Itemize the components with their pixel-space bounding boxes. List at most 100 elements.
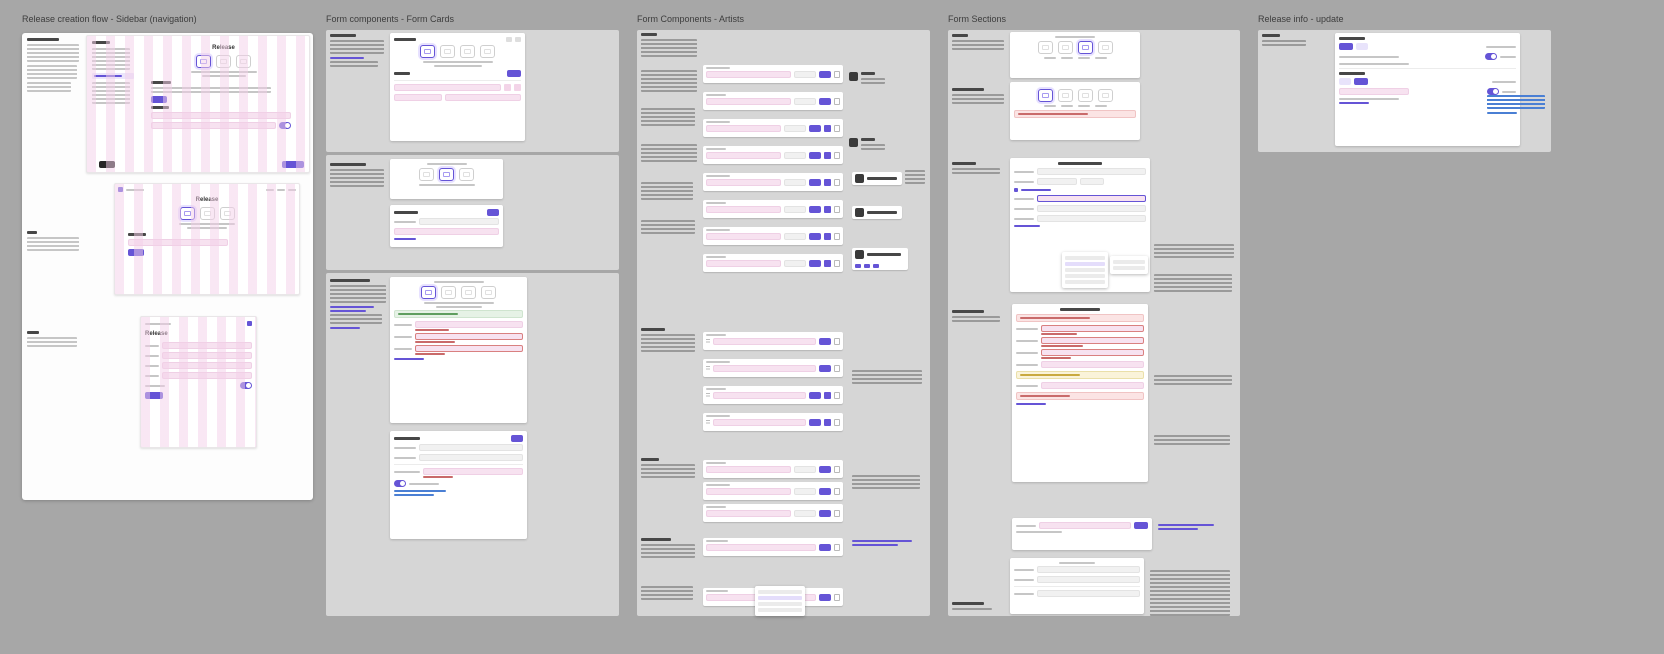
artist-name-field[interactable]	[706, 71, 791, 78]
section-title[interactable]: Form Components - Artists	[637, 14, 745, 24]
desktop-release-mockup[interactable]: Release	[86, 35, 310, 173]
input-field[interactable]	[151, 122, 276, 129]
release-info-update-card[interactable]	[1335, 33, 1520, 146]
save-button[interactable]	[145, 392, 163, 399]
role-field[interactable]	[784, 179, 806, 186]
annotation-link[interactable]	[1158, 524, 1214, 526]
inline-form-card[interactable]	[1012, 518, 1152, 550]
trash-icon[interactable]	[834, 365, 840, 372]
artist-row[interactable]	[703, 65, 843, 83]
trash-icon[interactable]	[834, 71, 840, 78]
release-info-update-group[interactable]	[1258, 30, 1551, 152]
format-option-icon[interactable]	[1077, 41, 1093, 54]
input-field-focused[interactable]	[1037, 195, 1146, 202]
confirm-button[interactable]	[824, 233, 831, 240]
nav-link[interactable]	[277, 188, 285, 191]
confirm-button[interactable]	[824, 152, 831, 159]
add-button[interactable]	[819, 365, 831, 372]
release-info-card[interactable]	[1010, 158, 1150, 292]
release-type-icon[interactable]	[216, 55, 231, 68]
release-type-icon[interactable]	[419, 168, 434, 181]
artist-name-field[interactable]	[713, 419, 806, 426]
link-text[interactable]	[394, 238, 416, 240]
release-type-icon[interactable]	[196, 55, 211, 68]
add-button[interactable]	[819, 98, 831, 105]
artist-name-field[interactable]	[706, 179, 781, 186]
card-action-chip[interactable]	[506, 37, 512, 42]
input-field-error[interactable]	[1041, 337, 1144, 344]
add-button[interactable]	[819, 488, 831, 495]
trash-icon[interactable]	[834, 98, 840, 105]
input-field[interactable]	[1080, 178, 1104, 185]
annotation-link[interactable]	[852, 540, 912, 542]
input-field[interactable]	[1037, 590, 1140, 597]
trash-icon[interactable]	[834, 233, 840, 240]
role-field[interactable]	[784, 260, 806, 267]
menu-icon[interactable]	[247, 321, 252, 326]
artist-name-field[interactable]	[706, 98, 791, 105]
primary-button[interactable]	[1339, 43, 1353, 50]
role-field[interactable]	[784, 233, 806, 240]
input-field[interactable]	[1037, 178, 1077, 185]
card-action-chip[interactable]	[515, 37, 521, 42]
role-field[interactable]	[794, 510, 816, 517]
add-button[interactable]	[1134, 522, 1148, 529]
dropdown-item[interactable]	[1065, 268, 1105, 272]
format-option-icon[interactable]	[1097, 41, 1113, 54]
input-field[interactable]	[1037, 566, 1140, 573]
artist-chip[interactable]	[852, 206, 902, 219]
dropdown-item[interactable]	[758, 590, 802, 594]
section-title[interactable]: Form components - Form Cards	[326, 14, 455, 24]
input-field[interactable]	[128, 239, 228, 246]
add-button[interactable]	[809, 419, 821, 426]
release-type-icon[interactable]	[441, 286, 456, 299]
input-field[interactable]	[419, 218, 499, 225]
artist-row[interactable]	[703, 460, 843, 478]
artist-row-draggable[interactable]	[703, 386, 843, 404]
toggle[interactable]	[1487, 88, 1499, 95]
format-option-icon[interactable]	[1037, 89, 1053, 102]
chip[interactable]	[504, 84, 511, 91]
form-card-release-info[interactable]	[390, 431, 527, 539]
artists-dropdown-menu[interactable]	[755, 586, 805, 616]
toggle[interactable]	[240, 382, 252, 389]
section-title[interactable]: Release creation flow - Sidebar (navigat…	[22, 14, 197, 24]
trash-icon[interactable]	[834, 392, 840, 399]
format-option-icon[interactable]	[1097, 89, 1113, 102]
dropdown-item-selected[interactable]	[1065, 262, 1105, 266]
dropdown-item[interactable]	[1065, 256, 1105, 260]
release-type-icon[interactable]	[440, 45, 455, 58]
release-type-icon[interactable]	[439, 168, 454, 181]
add-button[interactable]	[809, 152, 821, 159]
toggle[interactable]	[279, 122, 291, 129]
help-chip[interactable]	[99, 161, 115, 168]
artist-name-field[interactable]	[706, 466, 791, 473]
dropdown-item[interactable]	[1065, 274, 1105, 278]
tablet-release-mockup[interactable]: Release	[114, 183, 300, 295]
artist-name-field[interactable]	[713, 365, 816, 372]
dropdown-item-selected[interactable]	[758, 596, 802, 600]
section-artists[interactable]: Form Components - Artists	[637, 14, 930, 654]
format-errors-card[interactable]	[1010, 82, 1140, 140]
drag-handle[interactable]	[706, 366, 710, 371]
format-option-icon[interactable]	[1077, 89, 1093, 102]
input-field-error[interactable]	[1041, 325, 1144, 332]
release-type-icon[interactable]	[481, 286, 496, 299]
trash-icon[interactable]	[834, 594, 840, 601]
drag-handle[interactable]	[706, 393, 710, 398]
artist-row[interactable]	[703, 92, 843, 110]
primary-button[interactable]	[1354, 78, 1368, 85]
dropdown-menu[interactable]	[1062, 252, 1108, 288]
trash-icon[interactable]	[834, 488, 840, 495]
release-type-icon[interactable]	[480, 45, 495, 58]
link-text[interactable]	[394, 358, 424, 360]
artist-chip[interactable]	[852, 172, 902, 185]
nav-link[interactable]	[288, 188, 296, 191]
add-button[interactable]	[809, 260, 821, 267]
role-field[interactable]	[794, 98, 816, 105]
form-card-group[interactable]	[326, 30, 619, 152]
input-field-error[interactable]	[415, 333, 523, 340]
section-form-cards[interactable]: Form components - Form Cards	[326, 14, 619, 654]
artist-row[interactable]	[703, 504, 843, 522]
artist-row-draggable[interactable]	[703, 413, 843, 431]
